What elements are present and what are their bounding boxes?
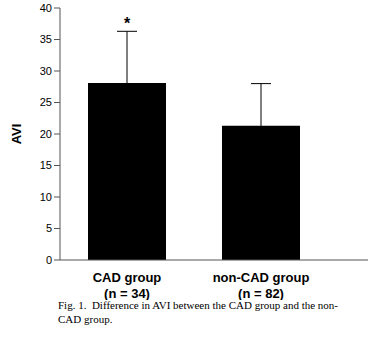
svg-text:25: 25 bbox=[40, 96, 52, 108]
svg-text:CAD group(n = 34): CAD group(n = 34) bbox=[93, 270, 162, 300]
svg-text:40: 40 bbox=[40, 2, 52, 14]
html-text:Fig. 1. Difference in AVI betw: Fig. 1. Difference in AVI between the CA… bbox=[58, 299, 338, 325]
svg-text:non-CAD group(n = 82): non-CAD group(n = 82) bbox=[213, 270, 310, 300]
svg-text:*: * bbox=[124, 15, 131, 32]
svg-text:30: 30 bbox=[40, 65, 52, 77]
svg-text:AVI: AVI bbox=[9, 124, 24, 145]
svg-text:5: 5 bbox=[46, 222, 52, 234]
svg-text:20: 20 bbox=[40, 128, 52, 140]
svg-text:0: 0 bbox=[46, 254, 52, 266]
svg-text:35: 35 bbox=[40, 33, 52, 45]
svg-text:10: 10 bbox=[40, 191, 52, 203]
svg-text:15: 15 bbox=[40, 159, 52, 171]
